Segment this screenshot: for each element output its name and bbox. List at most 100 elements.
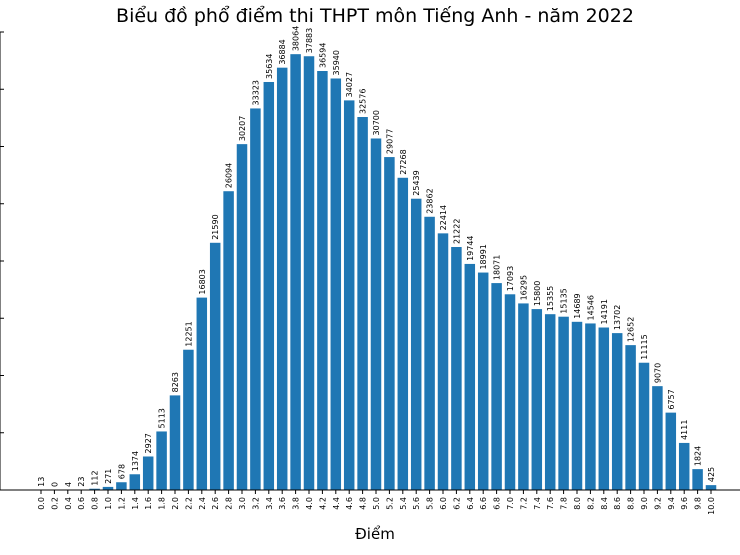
bar-8.0	[571, 321, 583, 490]
data-label-3.8: 38064	[292, 26, 301, 51]
data-label-7.4: 15800	[533, 281, 542, 306]
data-label-1.6: 2927	[144, 433, 153, 453]
bar-9.4	[665, 412, 677, 490]
data-label-8.2: 14546	[586, 295, 595, 320]
x-tick-label-7.0: 7.0	[506, 497, 515, 510]
data-label-7.6: 15355	[546, 286, 555, 311]
x-tick-label-4.2: 4.2	[318, 497, 327, 510]
data-label-3.4: 35634	[265, 54, 274, 79]
x-tick-label-5.0: 5.0	[372, 497, 381, 510]
data-label-8.6: 13702	[613, 305, 622, 330]
bar-6.0	[437, 233, 449, 491]
bar-7.2	[518, 303, 529, 490]
data-label-9.6: 4111	[680, 420, 689, 440]
bar-3.8	[290, 54, 301, 491]
data-label-6.0: 22414	[439, 205, 448, 230]
data-label-6.4: 19744	[466, 235, 475, 260]
data-label-6.2: 21222	[452, 219, 461, 244]
bar-5.4	[397, 177, 409, 490]
x-axis-label: Điểm	[355, 525, 395, 543]
data-label-7.2: 16295	[519, 275, 528, 300]
bar-8.8	[625, 345, 636, 490]
x-tick-label-6.8: 6.8	[493, 497, 502, 510]
bar-3.6	[276, 67, 288, 491]
data-label-4.0: 37883	[305, 28, 314, 53]
chart-title: Biểu đồ phổ điểm thi THPT môn Tiếng Anh …	[116, 5, 634, 27]
data-label-3.0: 30207	[238, 116, 247, 141]
x-tick-label-5.8: 5.8	[426, 497, 435, 510]
bar-3.0	[236, 144, 248, 490]
data-label-3.2: 33323	[251, 80, 260, 105]
x-tick-label-7.6: 7.6	[546, 497, 555, 510]
x-tick-label-9.8: 9.8	[694, 497, 703, 510]
data-label-6.8: 18071	[493, 255, 502, 280]
bar-1.8	[156, 431, 167, 490]
x-tick-label-4.4: 4.4	[332, 497, 341, 510]
x-tick-label-9.4: 9.4	[667, 497, 676, 510]
bar-4.8	[357, 117, 368, 490]
data-label-0.6: 23	[77, 477, 86, 487]
x-tick-label-0.8: 0.8	[91, 497, 100, 510]
data-label-3.6: 36884	[278, 39, 287, 64]
bar-7.0	[504, 294, 516, 490]
data-label-9.0: 11115	[640, 334, 649, 359]
x-tick-label-1.4: 1.4	[131, 497, 140, 510]
x-tick-label-5.6: 5.6	[412, 497, 421, 510]
data-label-9.8: 1824	[694, 446, 703, 466]
bar-6.6	[477, 272, 489, 490]
bar-9.8	[692, 469, 703, 490]
data-label-4.6: 34027	[345, 72, 354, 97]
bar-4.6	[343, 100, 355, 490]
data-label-5.6: 25439	[412, 170, 421, 195]
x-tick-label-9.6: 9.6	[680, 497, 689, 510]
x-tick-label-2.2: 2.2	[184, 497, 193, 510]
x-tick-label-7.8: 7.8	[560, 497, 569, 510]
bar-8.6	[611, 333, 623, 490]
data-label-1.4: 1374	[131, 451, 140, 471]
data-label-4.2: 36594	[318, 43, 327, 68]
x-tick-label-0.2: 0.2	[50, 497, 59, 510]
data-label-9.4: 6757	[667, 389, 676, 409]
bar-5.6	[410, 198, 422, 490]
data-label-6.6: 18991	[479, 244, 488, 269]
bar-4.4	[330, 78, 342, 491]
bar-3.2	[250, 108, 261, 490]
data-label-8.0: 14689	[573, 293, 582, 318]
data-label-10.0: 425	[707, 467, 716, 482]
data-label-7.8: 15135	[560, 288, 569, 313]
bar-4.0	[303, 56, 315, 491]
bar-6.4	[464, 263, 476, 490]
x-tick-label-1.6: 1.6	[144, 497, 153, 510]
x-tick-label-2.8: 2.8	[225, 497, 234, 510]
bar-1.4	[129, 474, 141, 490]
data-label-2.4: 16803	[198, 269, 207, 294]
x-tick-label-4.8: 4.8	[359, 497, 368, 510]
bar-9.6	[678, 442, 690, 490]
data-label-4.4: 35940	[332, 50, 341, 75]
bar-1.6	[142, 456, 154, 490]
x-tick-label-3.8: 3.8	[292, 497, 301, 510]
bar-3.4	[263, 81, 275, 491]
x-tick-label-1.2: 1.2	[117, 497, 126, 510]
x-tick-label-6.4: 6.4	[466, 497, 475, 510]
bar-9.2	[652, 386, 663, 490]
data-label-0.8: 112	[91, 470, 100, 485]
x-tick-label-3.4: 3.4	[265, 497, 274, 510]
data-label-1.8: 5113	[158, 408, 167, 428]
data-label-1.0: 271	[104, 469, 113, 484]
x-tick-label-6.6: 6.6	[479, 497, 488, 510]
bar-2.6	[209, 242, 221, 490]
bar-4.2	[317, 71, 328, 490]
x-tick-label-2.0: 2.0	[171, 497, 180, 510]
bar-7.8	[558, 316, 569, 490]
data-label-2.8: 26094	[225, 163, 234, 188]
data-label-8.8: 12652	[627, 317, 636, 342]
x-tick-label-0.6: 0.6	[77, 497, 86, 510]
x-tick-label-1.0: 1.0	[104, 497, 113, 510]
bar-8.4	[598, 327, 610, 490]
y-ticks-group	[0, 31, 4, 491]
bar-1.2	[116, 482, 127, 490]
bar-2.0	[169, 395, 181, 490]
bar-5.2	[384, 157, 395, 490]
